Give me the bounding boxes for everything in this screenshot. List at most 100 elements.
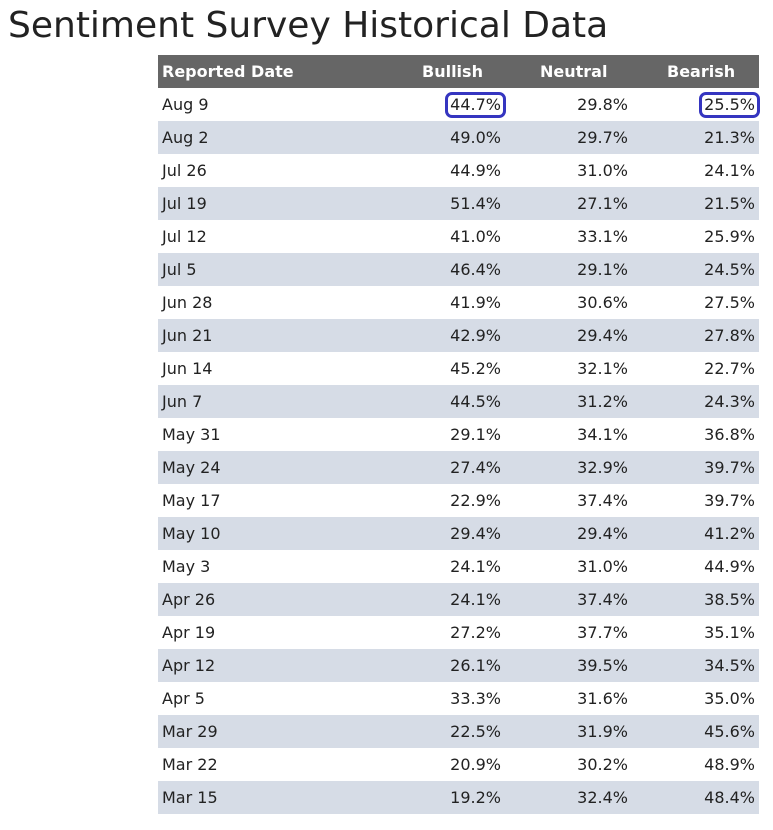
cell-neutral: 37.4% — [577, 491, 628, 510]
cell-bearish: 35.0% — [704, 689, 755, 708]
table-row: May 17 22.9% 37.4% 39.7% — [158, 484, 759, 517]
cell-bearish: 25.5% — [632, 88, 760, 121]
page-title: Sentiment Survey Historical Data — [8, 5, 609, 46]
cell-bullish: 24.1% — [378, 583, 505, 616]
cell-bearish: 41.2% — [632, 517, 759, 550]
cell-reported-date: Aug 9 — [162, 95, 209, 114]
cell-bullish: 29.1% — [450, 425, 501, 444]
cell-bearish: 34.5% — [632, 649, 759, 682]
cell-neutral: 32.9% — [505, 451, 632, 484]
cell-bearish: 38.5% — [632, 583, 759, 616]
cell-bullish: 42.9% — [378, 319, 505, 352]
table-row: Apr 19 27.2% 37.7% 35.1% — [158, 616, 759, 649]
cell-bullish: 26.1% — [378, 649, 505, 682]
cell-reported-date: May 24 — [158, 451, 378, 484]
cell-neutral: 30.6% — [577, 293, 628, 312]
sentiment-table: Reported Date Bullish Neutral Bearish Au… — [158, 55, 760, 814]
cell-reported-date: Jun 7 — [158, 385, 378, 418]
table-row: May 24 27.4% 32.9% 39.7% — [158, 451, 759, 484]
cell-neutral: 31.0% — [577, 557, 628, 576]
cell-bullish: 22.9% — [450, 491, 501, 510]
cell-bearish: 24.3% — [632, 385, 759, 418]
table-row: Apr 5 33.3% 31.6% 35.0% — [158, 682, 759, 715]
cell-neutral: 29.7% — [505, 121, 632, 154]
cell-bearish: 21.5% — [632, 187, 759, 220]
cell-bullish: 45.2% — [450, 359, 501, 378]
cell-reported-date: Jul 5 — [158, 253, 378, 286]
table-row: Mar 15 19.2% 32.4% 48.4% — [158, 781, 759, 814]
cell-reported-date: Jun 14 — [162, 359, 213, 378]
cell-bearish: 39.7% — [632, 451, 759, 484]
cell-reported-date: Mar 29 — [158, 715, 378, 748]
cell-reported-date: Jun 28 — [162, 293, 213, 312]
cell-reported-date: Jul 12 — [162, 227, 207, 246]
cell-bullish: 20.9% — [450, 755, 501, 774]
table-row: May 10 29.4% 29.4% 41.2% — [158, 517, 759, 550]
cell-reported-date: Apr 5 — [162, 689, 205, 708]
cell-bullish: 27.2% — [450, 623, 501, 642]
cell-reported-date: May 10 — [158, 517, 378, 550]
cell-bullish: 41.9% — [450, 293, 501, 312]
cell-reported-date: Mar 15 — [158, 781, 378, 814]
cell-bullish: 27.4% — [378, 451, 505, 484]
cell-bullish: 41.0% — [450, 227, 501, 246]
highlight-circle: 25.5% — [699, 91, 760, 118]
cell-reported-date: Aug 2 — [158, 121, 378, 154]
table-body: Aug 9 44.7% 29.8% 25.5% Aug 2 49.0% 29.7% 21.3%… — [158, 88, 760, 814]
cell-neutral: 37.7% — [577, 623, 628, 642]
cell-neutral: 31.9% — [505, 715, 632, 748]
header-reported-date: Reported Date — [158, 55, 378, 88]
table-row: Aug 9 44.7% 29.8% 25.5% — [158, 88, 760, 121]
cell-neutral: 31.0% — [577, 161, 628, 180]
cell-neutral: 30.2% — [577, 755, 628, 774]
cell-reported-date: Jun 21 — [158, 319, 378, 352]
cell-neutral: 33.1% — [577, 227, 628, 246]
table-row: Mar 22 20.9% 30.2% 48.9% — [158, 748, 759, 781]
cell-bearish: 45.6% — [632, 715, 759, 748]
cell-bullish: 22.5% — [378, 715, 505, 748]
cell-neutral: 31.2% — [505, 385, 632, 418]
header-bearish: Bearish — [632, 55, 759, 88]
table-row: May 3 24.1% 31.0% 44.9% — [158, 550, 759, 583]
cell-reported-date: Jul 19 — [158, 187, 378, 220]
table-row: Jun 21 42.9% 29.4% 27.8% — [158, 319, 759, 352]
cell-reported-date: Apr 26 — [158, 583, 378, 616]
header-neutral: Neutral — [505, 55, 632, 88]
cell-bearish: 27.5% — [704, 293, 755, 312]
cell-bullish: 33.3% — [450, 689, 501, 708]
cell-bearish: 39.7% — [704, 491, 755, 510]
cell-bullish: 49.0% — [378, 121, 505, 154]
cell-bullish: 19.2% — [378, 781, 505, 814]
cell-neutral: 29.8% — [577, 95, 628, 114]
table-row: Jun 7 44.5% 31.2% 24.3% — [158, 385, 759, 418]
cell-bearish: 25.9% — [704, 227, 755, 246]
table-row: Aug 2 49.0% 29.7% 21.3% — [158, 121, 759, 154]
cell-neutral: 37.4% — [505, 583, 632, 616]
table-row: Jul 5 46.4% 29.1% 24.5% — [158, 253, 759, 286]
cell-reported-date: May 31 — [162, 425, 221, 444]
cell-bearish: 36.8% — [704, 425, 755, 444]
table-row: Jul 19 51.4% 27.1% 21.5% — [158, 187, 759, 220]
cell-neutral: 27.1% — [505, 187, 632, 220]
cell-bullish: 44.9% — [450, 161, 501, 180]
cell-reported-date: Mar 22 — [162, 755, 218, 774]
cell-bearish: 27.8% — [632, 319, 759, 352]
cell-bearish: 21.3% — [632, 121, 759, 154]
cell-bullish: 51.4% — [378, 187, 505, 220]
cell-reported-date: Jul 26 — [162, 161, 207, 180]
header-bullish: Bullish — [378, 55, 505, 88]
cell-bearish: 35.1% — [704, 623, 755, 642]
highlight-circle: 44.7% — [445, 91, 506, 118]
table-row: Mar 29 22.5% 31.9% 45.6% — [158, 715, 759, 748]
table-row: Jul 26 44.9% 31.0% 24.1% — [158, 154, 759, 187]
table-header-row: Reported Date Bullish Neutral Bearish — [158, 55, 759, 88]
cell-bearish: 48.4% — [632, 781, 759, 814]
cell-bullish: 46.4% — [378, 253, 505, 286]
cell-bearish: 44.9% — [704, 557, 755, 576]
cell-reported-date: Apr 19 — [162, 623, 216, 642]
cell-neutral: 29.4% — [505, 319, 632, 352]
cell-bullish: 24.1% — [450, 557, 501, 576]
cell-neutral: 29.4% — [505, 517, 632, 550]
cell-neutral: 29.1% — [505, 253, 632, 286]
table-row: Jun 14 45.2% 32.1% 22.7% — [158, 352, 759, 385]
